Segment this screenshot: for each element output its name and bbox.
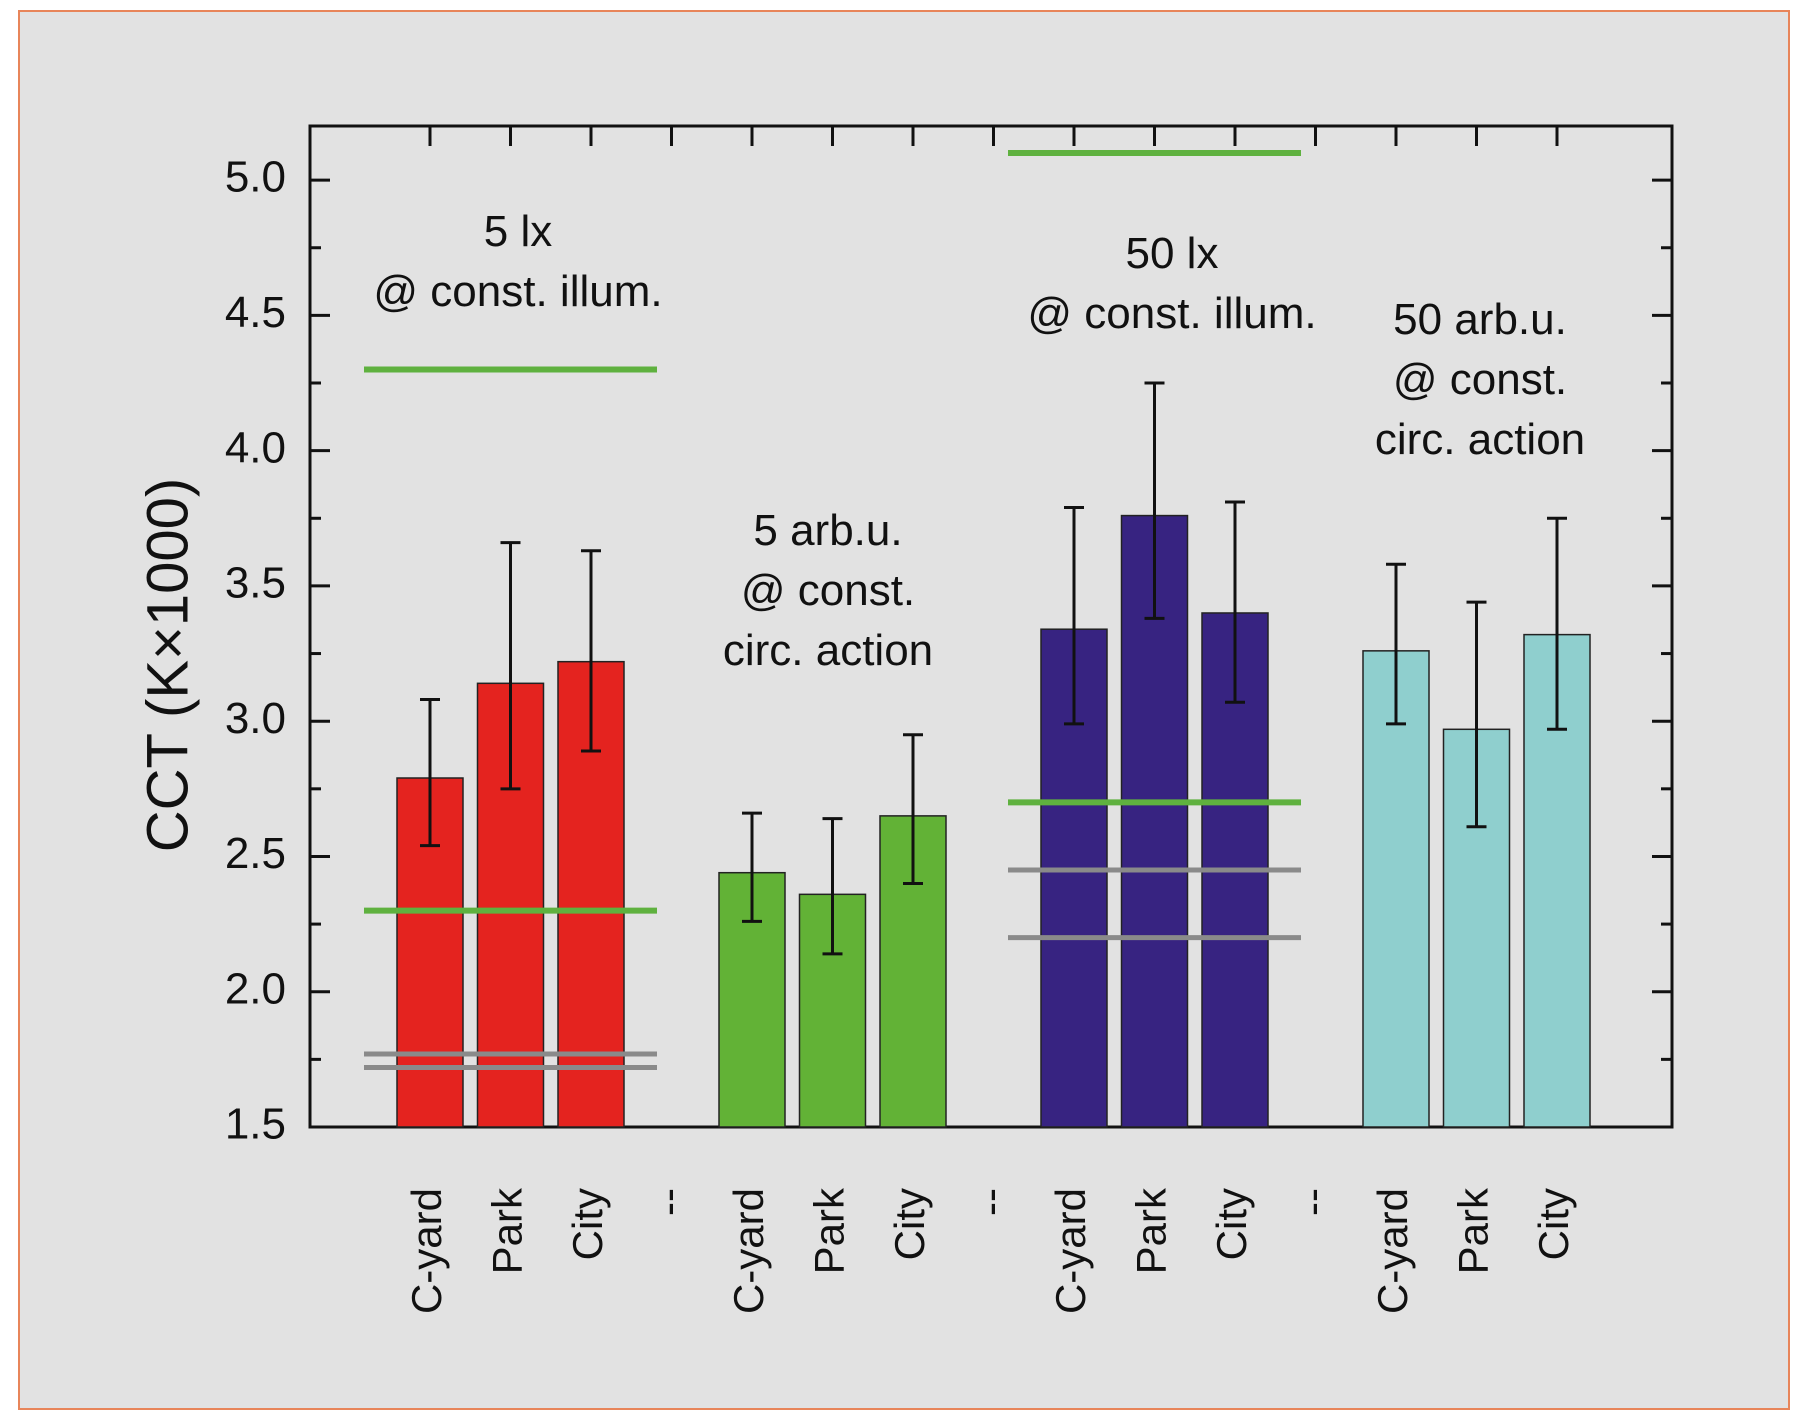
error-bars: [420, 381, 1567, 956]
y-tick-label: 5.0: [225, 153, 286, 202]
x-category-label: Park: [1128, 1187, 1175, 1274]
group-annotation-line: 5 arb.u.: [753, 506, 902, 555]
x-category-label: Park: [1450, 1187, 1497, 1274]
y-axis-tick-labels: 1.5 2.0 2.5 3.0 3.5 4.0 4.5 5.0: [225, 153, 286, 1149]
reference-lines: [364, 150, 1301, 1070]
x-separator-label: --: [967, 1188, 1014, 1216]
group-annotation-line: @ const.: [1393, 355, 1567, 404]
plot-area: [308, 124, 1674, 1129]
y-tick-label: 3.5: [225, 559, 286, 608]
y-tick-label: 2.5: [225, 829, 286, 878]
x-axis-tick-labels: C-yard Park City -- C-yard Park City -- C-yard Pa…: [403, 1187, 1577, 1314]
group-annotation-line: 5 lx: [484, 207, 552, 256]
group-annotation-line: @ const. illum.: [373, 267, 662, 316]
x-category-label: C-yard: [403, 1188, 450, 1314]
y-tick-label: 4.0: [225, 423, 286, 472]
y-axis-ticks: [310, 126, 1672, 1129]
x-category-label: City: [564, 1188, 611, 1260]
y-tick-label: 2.0: [225, 964, 286, 1013]
x-category-label: City: [886, 1188, 933, 1260]
group-annotation-line: circ. action: [1375, 415, 1585, 464]
x-category-label: Park: [806, 1187, 853, 1274]
group-annotation-line: 50 lx: [1126, 229, 1219, 278]
bars: [396, 514, 1591, 1128]
y-tick-label: 4.5: [225, 288, 286, 337]
figure-frame: [18, 10, 1790, 1410]
group-annotation-line: 50 arb.u.: [1393, 295, 1567, 344]
y-tick-label: 3.0: [225, 694, 286, 743]
group-annotation-line: @ const. illum.: [1027, 289, 1316, 338]
x-category-label: C-yard: [1047, 1188, 1094, 1314]
x-category-label: C-yard: [725, 1188, 772, 1314]
x-category-label: C-yard: [1369, 1188, 1416, 1314]
x-separator-label: --: [1289, 1188, 1336, 1216]
x-category-label: Park: [484, 1187, 531, 1274]
y-axis-label: CCT (K×1000): [135, 478, 200, 852]
group-annotations: 5 lx @ const. illum. 5 arb.u. @ const. circ.…: [373, 207, 1585, 675]
group-annotation-line: circ. action: [723, 626, 933, 675]
y-tick-label: 1.5: [225, 1100, 286, 1149]
x-separator-label: --: [645, 1188, 692, 1216]
x-category-label: City: [1208, 1188, 1255, 1260]
group-annotation-line: @ const.: [741, 566, 915, 615]
x-category-label: City: [1530, 1188, 1577, 1260]
